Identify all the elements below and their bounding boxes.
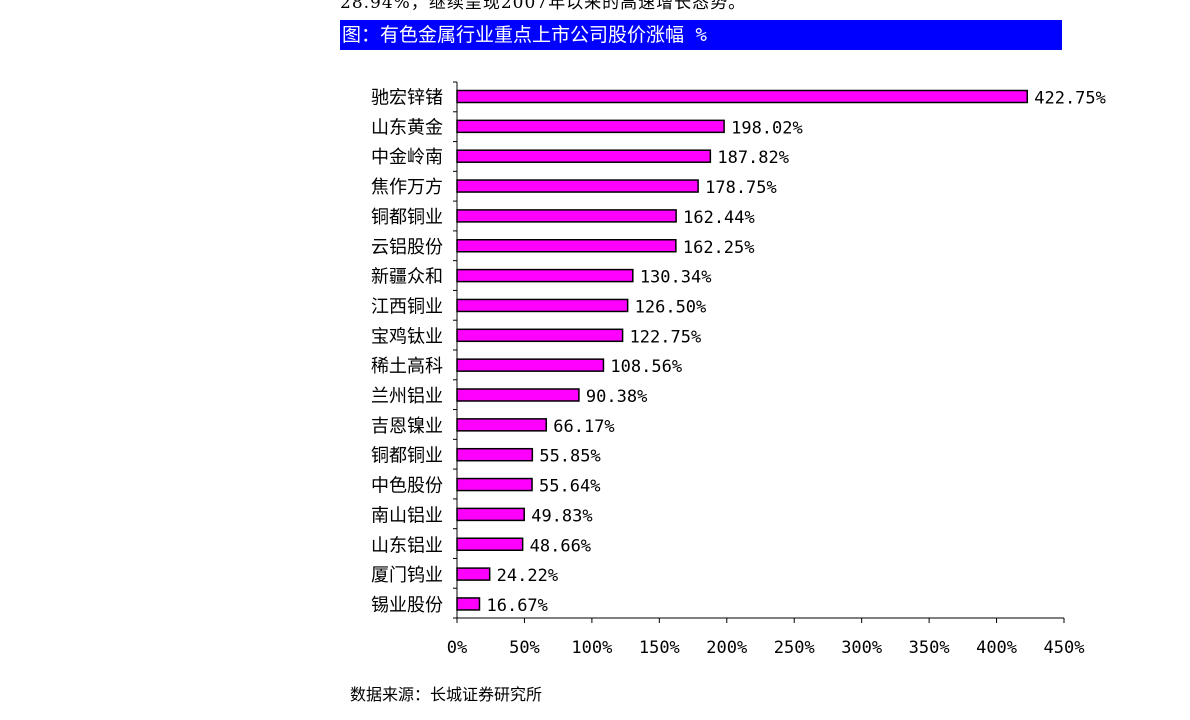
bar [456, 567, 491, 581]
x-tick-label: 250% [774, 638, 815, 658]
category-label: 新疆众和 [371, 267, 443, 288]
bar [456, 298, 629, 313]
bar [456, 209, 677, 223]
value-label: 198.02% [731, 118, 803, 138]
category-label: 锡业股份 [371, 595, 443, 616]
chart-title: 图：有色金属行业重点上市公司股价涨幅 % [340, 20, 1062, 50]
value-label: 16.67% [486, 596, 547, 616]
bar [456, 388, 580, 402]
category-label: 焦作万方 [371, 177, 443, 198]
value-label: 130.34% [640, 268, 712, 288]
category-label: 吉恩镍业 [371, 416, 443, 437]
category-label: 稀土高科 [371, 356, 443, 377]
bar [456, 477, 533, 492]
bar [456, 268, 634, 283]
bar [456, 447, 534, 462]
category-label: 江西铜业 [371, 296, 443, 317]
category-label: 铜都铜业 [371, 446, 443, 467]
bar [456, 358, 605, 372]
x-tick-label: 150% [639, 638, 680, 658]
value-label: 48.66% [530, 536, 591, 556]
bar [456, 149, 712, 163]
category-label: 山东黄金 [371, 117, 443, 138]
value-label: 90.38% [586, 387, 647, 407]
x-tick-label: 0% [447, 638, 467, 658]
value-label: 108.56% [610, 357, 682, 377]
category-label: 云铝股份 [371, 237, 443, 258]
value-label: 422.75% [1034, 89, 1106, 109]
category-label: 厦门钨业 [371, 565, 443, 586]
bar [456, 239, 677, 253]
data-source-note: 数据来源：长城证券研究所 [350, 685, 543, 704]
value-label: 66.17% [553, 417, 614, 437]
bar [456, 418, 548, 432]
value-label: 24.22% [497, 566, 558, 586]
category-label: 宝鸡钛业 [371, 326, 443, 347]
bar [456, 597, 481, 611]
value-label: 178.75% [705, 178, 777, 198]
bar [456, 507, 525, 522]
value-label: 162.44% [683, 208, 755, 228]
value-label: 55.85% [539, 447, 600, 467]
x-tick-label: 50% [509, 638, 540, 658]
category-label: 中金岭南 [371, 147, 443, 168]
body-text-line: 28.94%，继续呈现2007年以来的高速增长态势。 [340, 0, 747, 13]
category-label: 铜都铜业 [371, 207, 443, 228]
value-label: 187.82% [717, 148, 789, 168]
x-tick-label: 450% [1044, 638, 1085, 658]
value-label: 122.75% [630, 327, 702, 347]
x-tick-label: 100% [571, 638, 612, 658]
bar [456, 179, 699, 193]
x-tick-label: 200% [706, 638, 747, 658]
x-tick-label: 350% [909, 638, 950, 658]
value-label: 126.50% [635, 297, 707, 317]
bar [456, 119, 725, 134]
bar [456, 328, 624, 343]
value-label: 55.64% [539, 477, 600, 497]
x-tick-label: 300% [841, 638, 882, 658]
category-label: 南山铝业 [371, 505, 443, 526]
bar [456, 537, 524, 551]
value-label: 49.83% [531, 506, 592, 526]
category-label: 驰宏锌锗 [371, 88, 443, 109]
category-label: 山东铝业 [371, 535, 443, 556]
category-label: 兰州铝业 [371, 386, 443, 407]
x-tick-label: 400% [976, 638, 1017, 658]
category-label: 中色股份 [371, 476, 443, 497]
value-label: 162.25% [683, 238, 755, 258]
bar [456, 89, 1028, 104]
